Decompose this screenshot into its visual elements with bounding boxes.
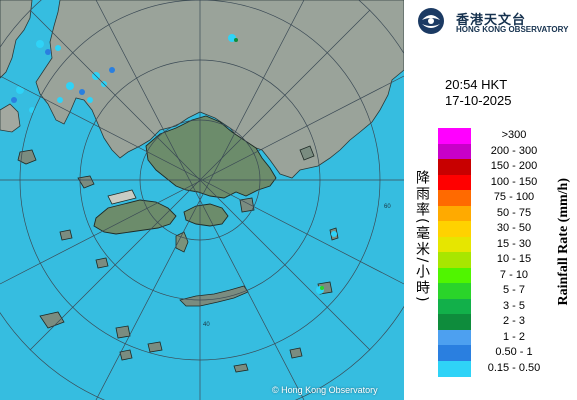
legend-range-label: 15 - 30 [496, 237, 532, 250]
legend-item: 5 - 7 [438, 283, 577, 299]
island [77, 175, 95, 189]
island [95, 257, 109, 269]
legend-item: 7 - 10 [438, 267, 577, 284]
legend-title-en: Rainfall Rate (mm/h) [556, 178, 574, 368]
legend-swatch [438, 267, 471, 284]
legend-swatch [438, 159, 471, 175]
range-rings [0, 0, 404, 400]
island [119, 349, 133, 361]
legend-range-label: 30 - 50 [496, 222, 532, 234]
legend-range-label: 100 - 150 [490, 175, 538, 188]
legend-item: 10 - 15 [438, 252, 577, 268]
island [289, 347, 303, 359]
lantau-island [93, 199, 177, 235]
legend-swatch [438, 329, 471, 346]
legend-swatch [438, 283, 471, 299]
org-name-en: HONG KONG OBSERVATORY [456, 25, 569, 34]
legend-item: 150 - 200 [438, 159, 577, 175]
legend-range-label: 0.50 - 1 [495, 346, 533, 358]
legend-swatch [438, 236, 471, 253]
legend-swatch [438, 298, 471, 315]
legend-range-label: 2 - 3 [502, 315, 525, 327]
hong-kong-land [145, 115, 277, 199]
legend-item: 15 - 30 [438, 236, 577, 253]
legend-swatch [438, 190, 471, 206]
range-ring-label: 60 [384, 204, 391, 210]
legend-title-zh: 降雨率(毫米/小時) [414, 170, 430, 304]
island [59, 229, 73, 241]
legend-item: 2 - 3 [438, 314, 577, 330]
legend-item: 1 - 2 [438, 329, 577, 346]
legend-item: 100 - 150 [438, 174, 577, 191]
island [299, 145, 315, 161]
legend-swatch [438, 314, 471, 330]
timestamp-date: 17-10-2025 [445, 93, 512, 108]
legend-swatch [438, 345, 471, 361]
island [147, 341, 163, 353]
legend-range-label: 1 - 2 [502, 330, 525, 343]
island [233, 363, 249, 373]
radar-map-graphic: 40 60 [0, 0, 404, 400]
legend-range-label: >300 [501, 129, 527, 141]
hko-logo[interactable]: 香港天文台 HONG KONG OBSERVATORY [416, 6, 576, 36]
org-name-zh: 香港天文台 [456, 13, 527, 28]
island [17, 149, 37, 165]
legend-range-label: 0.15 - 0.50 [487, 361, 541, 374]
legend-swatch [438, 360, 471, 377]
west-land [0, 0, 33, 79]
legend-title-en-text: Rainfall Rate (mm/h) [556, 178, 571, 306]
legend-item: 0.15 - 0.50 [438, 360, 577, 377]
airport-island [107, 189, 137, 205]
mainland-land [35, 0, 404, 179]
legend-item: 50 - 75 [438, 205, 577, 222]
legend-range-label: 5 - 7 [502, 284, 525, 296]
legend-range-label: 75 - 100 [493, 191, 535, 203]
copyright-notice: © Hong Kong Observatory [272, 385, 378, 395]
legend-swatch [438, 128, 471, 144]
legend-range-label: 7 - 10 [499, 268, 529, 281]
legend-range-label: 150 - 200 [490, 160, 538, 172]
west-land-strip [0, 103, 21, 133]
island [115, 325, 131, 339]
legend-item: 30 - 50 [438, 221, 577, 237]
legend-swatch [438, 205, 471, 222]
legend-swatch [438, 143, 471, 160]
legend-range-label: 3 - 5 [502, 299, 525, 312]
legend-item: >300 [438, 128, 577, 144]
range-ring-label: 40 [203, 322, 210, 328]
hko-emblem-icon [418, 8, 444, 34]
timestamp-time: 20:54 HKT [445, 77, 508, 92]
legend-item: 200 - 300 [438, 143, 577, 160]
radar-map[interactable]: 40 60 © Hong Kong Observatory [0, 0, 404, 400]
legend-swatch [438, 174, 471, 191]
legend-range-label: 50 - 75 [496, 206, 532, 219]
legend-item: 0.50 - 1 [438, 345, 577, 361]
info-panel: 香港天文台 HONG KONG OBSERVATORY 20:54 HKT 17… [404, 0, 577, 400]
legend-range-label: 10 - 15 [496, 253, 532, 265]
legend-item: 3 - 5 [438, 298, 577, 315]
legend-swatch [438, 221, 471, 237]
legend-swatch [438, 252, 471, 268]
legend-item: 75 - 100 [438, 190, 577, 206]
island [39, 311, 65, 329]
legend-range-label: 200 - 300 [490, 144, 538, 157]
